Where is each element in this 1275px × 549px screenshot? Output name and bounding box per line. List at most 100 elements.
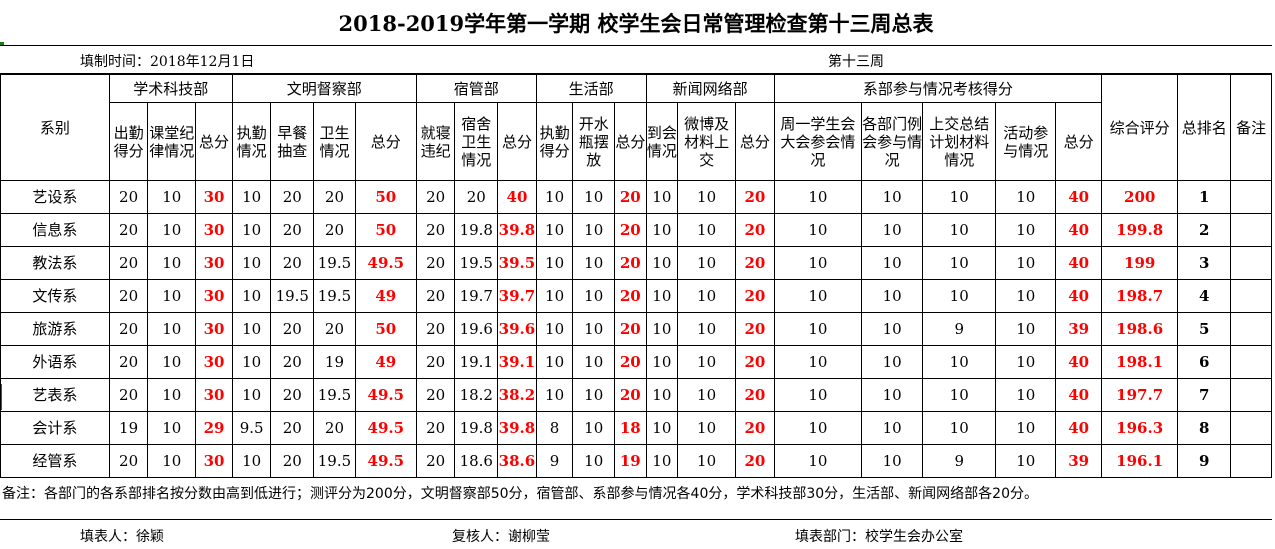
score-cell: 9 [922,312,997,346]
score-cell: 20 [614,246,647,280]
dept-cell: 信息系 [0,213,110,247]
score-cell: 10 [572,444,616,478]
score-cell: 30 [195,180,233,214]
header-life: 生活部 [535,74,647,103]
score-cell: 20 [415,345,456,379]
score-cell: 10 [147,279,197,313]
score-cell: 38.6 [497,444,537,478]
score-cell: 198.1 [1101,345,1179,379]
score-cell: 10 [922,378,997,412]
header-civil: 文明督察部 [231,74,417,103]
score-cell: 19.6 [454,312,499,346]
rank-cell: 4 [1177,279,1232,313]
score-cell: 40 [1055,411,1103,445]
score-cell: 10 [773,312,863,346]
subheader: 宿舍卫生情况 [454,102,499,181]
rank-cell: 5 [1177,312,1232,346]
score-cell: 10 [645,279,679,313]
score-cell: 10 [572,180,616,214]
score-cell: 10 [861,312,924,346]
score-cell: 10 [922,345,997,379]
table-row: 艺表系 20 10 30 10 20 19.5 49.5 20 18.2 38.2 10 10 20 10 1… [0,378,1272,412]
score-cell: 50 [354,213,417,247]
score-cell: 20 [270,378,315,412]
score-cell: 10 [922,411,997,445]
score-cell: 10 [572,279,616,313]
score-cell: 20 [313,213,356,247]
score-cell: 10 [572,213,616,247]
subheader: 到会情况 [645,102,679,181]
score-cell: 10 [861,246,924,280]
score-cell: 10 [231,345,272,379]
score-cell: 10 [147,378,197,412]
table-row: 信息系 20 10 30 10 20 20 50 20 19.8 39.8 10 10 20 10 10 20 1… [0,213,1272,247]
dept-cell: 会计系 [0,411,110,445]
score-cell: 20 [614,180,647,214]
score-cell: 10 [535,345,574,379]
score-cell: 18.6 [454,444,499,478]
fill-time: 填制时间：2018年12月1日 [80,54,255,70]
score-cell: 10 [677,345,737,379]
score-cell: 18 [614,411,647,445]
score-cell: 10 [995,345,1057,379]
remark-cell [1230,180,1272,214]
score-cell: 50 [354,180,417,214]
table-row: 教法系 20 10 30 10 20 19.5 49.5 20 19.5 39.5 10 10 20 10 1… [0,246,1272,280]
dept-cell: 外语系 [0,345,110,379]
score-cell: 10 [677,411,737,445]
score-cell: 20 [735,444,775,478]
remark-cell [1230,213,1272,247]
score-cell: 20 [614,279,647,313]
remark-cell [1230,345,1272,379]
subheader: 活动参与情况 [995,102,1057,181]
week-label: 第十三周 [828,54,884,70]
score-cell: 10 [645,345,679,379]
header-participation: 系部参与情况考核得分 [773,74,1103,103]
header-overall: 综合评分 [1101,74,1179,181]
score-cell: 9 [535,444,574,478]
score-cell: 20 [270,444,315,478]
score-cell: 10 [572,411,616,445]
score-cell: 20 [270,411,315,445]
score-cell: 10 [147,444,197,478]
header-rank: 总排名 [1177,74,1232,181]
score-cell: 49 [354,345,417,379]
score-cell: 10 [995,444,1057,478]
subheader: 周一学生会大会参会情况 [773,102,863,181]
score-cell: 10 [861,411,924,445]
score-cell: 8 [535,411,574,445]
dept-cell: 艺设系 [0,180,110,214]
score-cell: 10 [572,345,616,379]
score-cell: 10 [861,345,924,379]
score-cell: 10 [645,411,679,445]
score-cell: 20 [313,180,356,214]
score-cell: 10 [231,312,272,346]
table-row: 会计系 19 10 29 9.5 20 20 49.5 20 19.8 39.8 8 10 18 10 10 2… [0,411,1272,445]
score-cell: 39.7 [497,279,537,313]
score-cell: 9.5 [231,411,272,445]
score-cell: 20 [415,213,456,247]
score-cell: 19.5 [454,246,499,280]
table-row: 经管系 20 10 30 10 20 19.5 49.5 20 18.6 38.6 9 10 19 10 10… [0,444,1272,478]
rank-cell: 3 [1177,246,1232,280]
score-cell: 19.8 [454,213,499,247]
score-cell: 10 [535,312,574,346]
filler-signature: 填表人：徐颖 [80,529,164,545]
score-cell: 10 [231,180,272,214]
score-cell: 10 [147,246,197,280]
header-dept: 系别 [0,74,110,181]
score-cell: 20 [735,312,775,346]
page-title: 2018-2019学年第一学期 校学生会日常管理检查第十三周总表 [0,0,1272,46]
score-cell: 39.1 [497,345,537,379]
score-cell: 40 [1055,246,1103,280]
subheader: 早餐抽查 [270,102,315,181]
rank-cell: 1 [1177,180,1232,214]
score-cell: 10 [147,312,197,346]
score-cell: 10 [773,180,863,214]
score-cell: 20 [415,444,456,478]
remark-cell [1230,312,1272,346]
score-cell: 10 [645,444,679,478]
rank-cell: 7 [1177,378,1232,412]
score-cell: 10 [773,411,863,445]
score-cell: 30 [195,279,233,313]
